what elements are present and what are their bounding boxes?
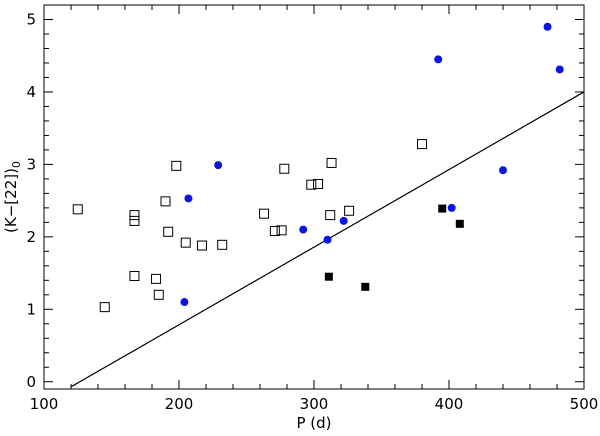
y-tick-label: 4 <box>26 83 36 101</box>
y-axis-label-main: (K−[22]) <box>2 168 20 233</box>
data-point-circle <box>543 22 552 31</box>
data-point-open-square <box>344 205 355 216</box>
y-axis-label: (K−[22])0 <box>2 161 23 233</box>
data-point-open-square <box>171 160 182 171</box>
data-point-open-square <box>276 225 287 236</box>
data-point-circle <box>447 203 456 212</box>
x-tick-label: 100 <box>30 395 59 413</box>
data-point-open-square <box>417 139 427 150</box>
data-point-circle <box>339 216 348 225</box>
data-point-filled-square <box>438 204 447 213</box>
y-tick-label: 0 <box>26 373 36 391</box>
data-point-open-square <box>279 163 290 174</box>
data-point-circle <box>555 65 564 74</box>
data-point-circle <box>323 235 332 244</box>
data-point-open-square <box>163 226 174 237</box>
x-tick-label: 300 <box>300 395 329 413</box>
data-point-open-square <box>129 215 140 226</box>
data-point-filled-square <box>361 282 370 291</box>
data-point-open-square <box>269 226 280 237</box>
data-points-layer <box>72 22 564 313</box>
x-tick-label: 400 <box>435 395 464 413</box>
plot-frame <box>43 4 585 390</box>
axis-ticks <box>43 5 585 389</box>
x-axis-label: P (d) <box>296 414 331 432</box>
data-point-open-square <box>72 204 83 215</box>
x-tick-label: 500 <box>570 395 599 413</box>
data-point-open-square <box>129 210 140 221</box>
y-tick-label: 3 <box>26 155 36 173</box>
data-point-filled-square <box>455 219 464 228</box>
y-tick-label: 5 <box>26 10 36 28</box>
data-point-circle <box>434 55 443 64</box>
data-point-open-square <box>313 178 324 189</box>
y-axis-label-subscript: 0 <box>10 161 23 168</box>
data-point-open-square <box>99 302 110 313</box>
data-point-circle <box>299 225 308 234</box>
y-tick-label: 2 <box>26 228 36 246</box>
y-tick-label: 1 <box>26 300 36 318</box>
data-point-circle <box>184 194 193 203</box>
data-point-circle <box>180 298 189 307</box>
data-point-open-square <box>196 240 207 251</box>
data-point-open-square <box>153 289 164 300</box>
data-point-open-square <box>259 208 270 219</box>
x-tick-label: 200 <box>165 395 194 413</box>
data-point-open-square <box>160 196 171 207</box>
data-point-open-square <box>306 179 317 190</box>
data-point-open-square <box>180 237 191 248</box>
data-point-circle <box>499 166 507 175</box>
data-point-open-square <box>217 239 228 250</box>
data-point-open-square <box>151 273 162 284</box>
data-point-open-square <box>326 157 337 168</box>
data-point-open-square <box>129 270 140 281</box>
data-point-filled-square <box>324 272 333 281</box>
axis-tick-labels: 100 200 300 400 500 0 1 2 3 4 5 <box>26 10 598 413</box>
data-point-open-square <box>325 210 336 221</box>
data-point-circle <box>214 161 223 170</box>
